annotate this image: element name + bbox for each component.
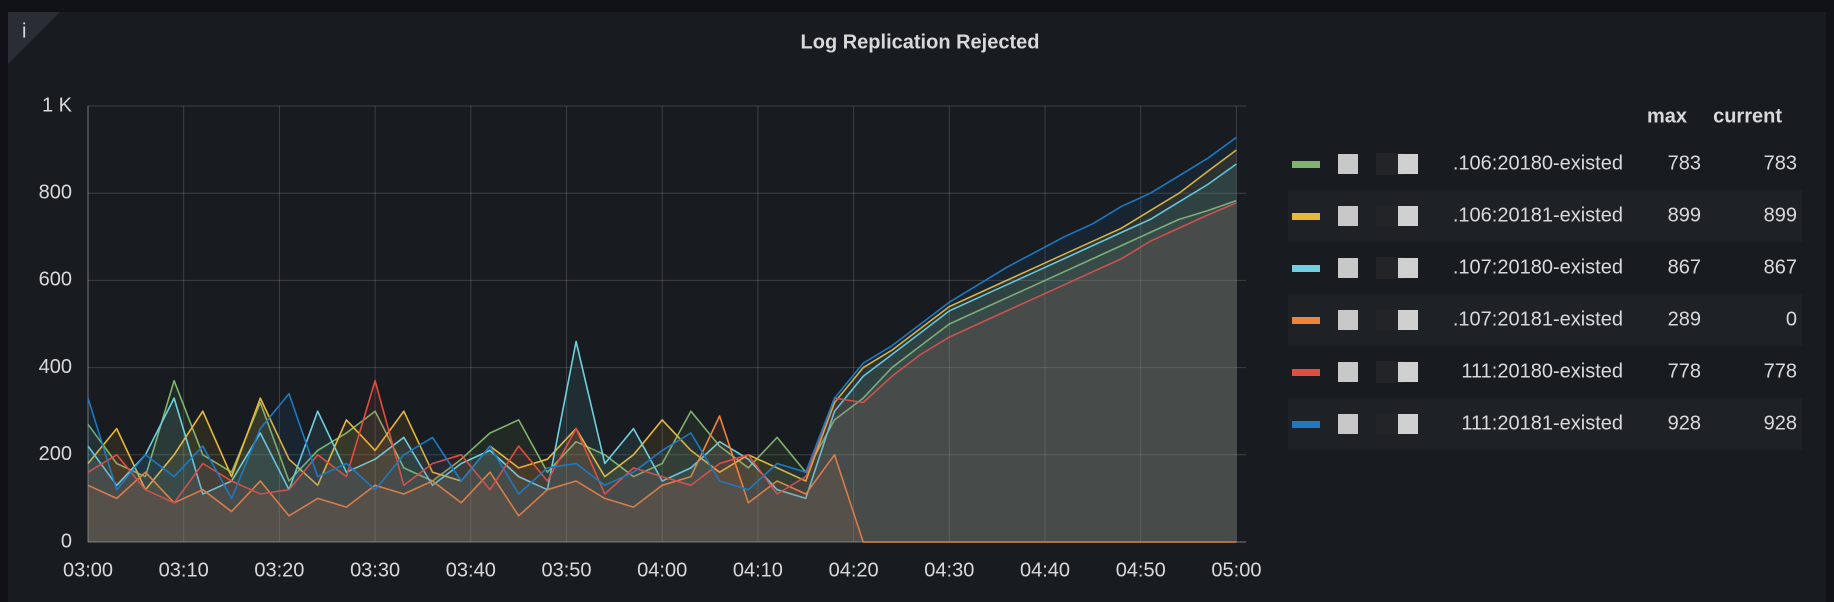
redacted-block	[1376, 257, 1404, 279]
legend-name[interactable]: .106:20180-existed	[1453, 152, 1623, 174]
series-area	[88, 200, 1237, 542]
legend-swatch	[1292, 265, 1320, 272]
redacted-block	[1338, 362, 1358, 382]
legend-name[interactable]: .107:20181-existed	[1453, 308, 1623, 330]
x-tick-label: 04:10	[733, 559, 783, 581]
series-area	[88, 150, 1237, 542]
info-icon[interactable]: i	[22, 20, 26, 42]
redacted-block	[1338, 258, 1358, 278]
legend-swatch	[1292, 369, 1320, 376]
legend-swatch	[1292, 161, 1320, 168]
x-tick-label: 04:30	[924, 559, 974, 581]
y-tick-label: 400	[39, 356, 72, 378]
x-tick-label: 03:00	[63, 559, 113, 581]
x-tick-label: 03:40	[446, 559, 496, 581]
redacted-block	[1398, 414, 1418, 434]
redacted-block	[1338, 206, 1358, 226]
redacted-block	[1376, 153, 1404, 175]
x-tick-label: 05:00	[1211, 559, 1261, 581]
redacted-block	[1376, 361, 1404, 383]
y-tick-label: 0	[61, 530, 72, 552]
legend-row	[1288, 294, 1802, 346]
legend-current: 867	[1764, 256, 1797, 278]
redacted-block	[1376, 205, 1404, 227]
y-tick-label: 1 K	[42, 94, 73, 116]
x-tick-label: 03:20	[254, 559, 304, 581]
chart-title: Log Replication Rejected	[801, 31, 1040, 53]
legend-name[interactable]: .107:20180-existed	[1453, 256, 1623, 278]
y-tick-label: 800	[39, 181, 72, 203]
legend-max: 928	[1668, 412, 1701, 434]
series-area	[88, 202, 1237, 543]
legend-current: 899	[1764, 204, 1797, 226]
legend-max: 783	[1668, 152, 1701, 174]
x-tick-label: 04:50	[1116, 559, 1166, 581]
legend-name[interactable]: .106:20181-existed	[1453, 204, 1623, 226]
legend-swatch	[1292, 421, 1320, 428]
y-tick-label: 200	[39, 443, 72, 465]
series-line	[87, 202, 1237, 504]
x-tick-label: 04:40	[1020, 559, 1070, 581]
redacted-block	[1398, 310, 1418, 330]
legend-row	[1288, 190, 1802, 242]
x-tick-label: 04:00	[637, 559, 687, 581]
series-area	[88, 137, 1237, 542]
legend-current: 0	[1786, 308, 1797, 330]
legend-current: 778	[1764, 360, 1797, 382]
legend-header: current	[1713, 105, 1782, 127]
series-line	[87, 415, 1237, 543]
legend-swatch	[1292, 317, 1320, 324]
series-line	[87, 199, 1237, 482]
series-line	[87, 136, 1237, 500]
info-corner[interactable]	[8, 12, 60, 64]
legend-current: 928	[1764, 412, 1797, 434]
legend-current: 783	[1764, 152, 1797, 174]
series-line	[87, 149, 1237, 491]
legend-header: max	[1647, 105, 1687, 127]
legend-max: 867	[1668, 256, 1701, 278]
legend-row	[1288, 398, 1802, 450]
x-tick-label: 04:20	[829, 559, 879, 581]
legend-name[interactable]: 111:20181-existed	[1461, 412, 1623, 434]
redacted-block	[1398, 154, 1418, 174]
series-line	[87, 163, 1237, 500]
redacted-block	[1398, 362, 1418, 382]
series-area	[88, 416, 1237, 542]
redacted-block	[1376, 309, 1404, 331]
series-area	[88, 164, 1237, 542]
redacted-block	[1398, 258, 1418, 278]
legend-swatch	[1292, 213, 1320, 220]
redacted-block	[1338, 310, 1358, 330]
legend-max: 899	[1668, 204, 1701, 226]
x-tick-label: 03:10	[159, 559, 209, 581]
legend-max: 289	[1668, 308, 1701, 330]
legend-name[interactable]: 111:20180-existed	[1461, 360, 1623, 382]
redacted-block	[1338, 154, 1358, 174]
redacted-block	[1376, 413, 1404, 435]
y-tick-label: 600	[39, 269, 72, 291]
x-tick-label: 03:50	[541, 559, 591, 581]
x-tick-label: 03:30	[350, 559, 400, 581]
legend-max: 778	[1668, 360, 1701, 382]
redacted-block	[1398, 206, 1418, 226]
redacted-block	[1338, 414, 1358, 434]
